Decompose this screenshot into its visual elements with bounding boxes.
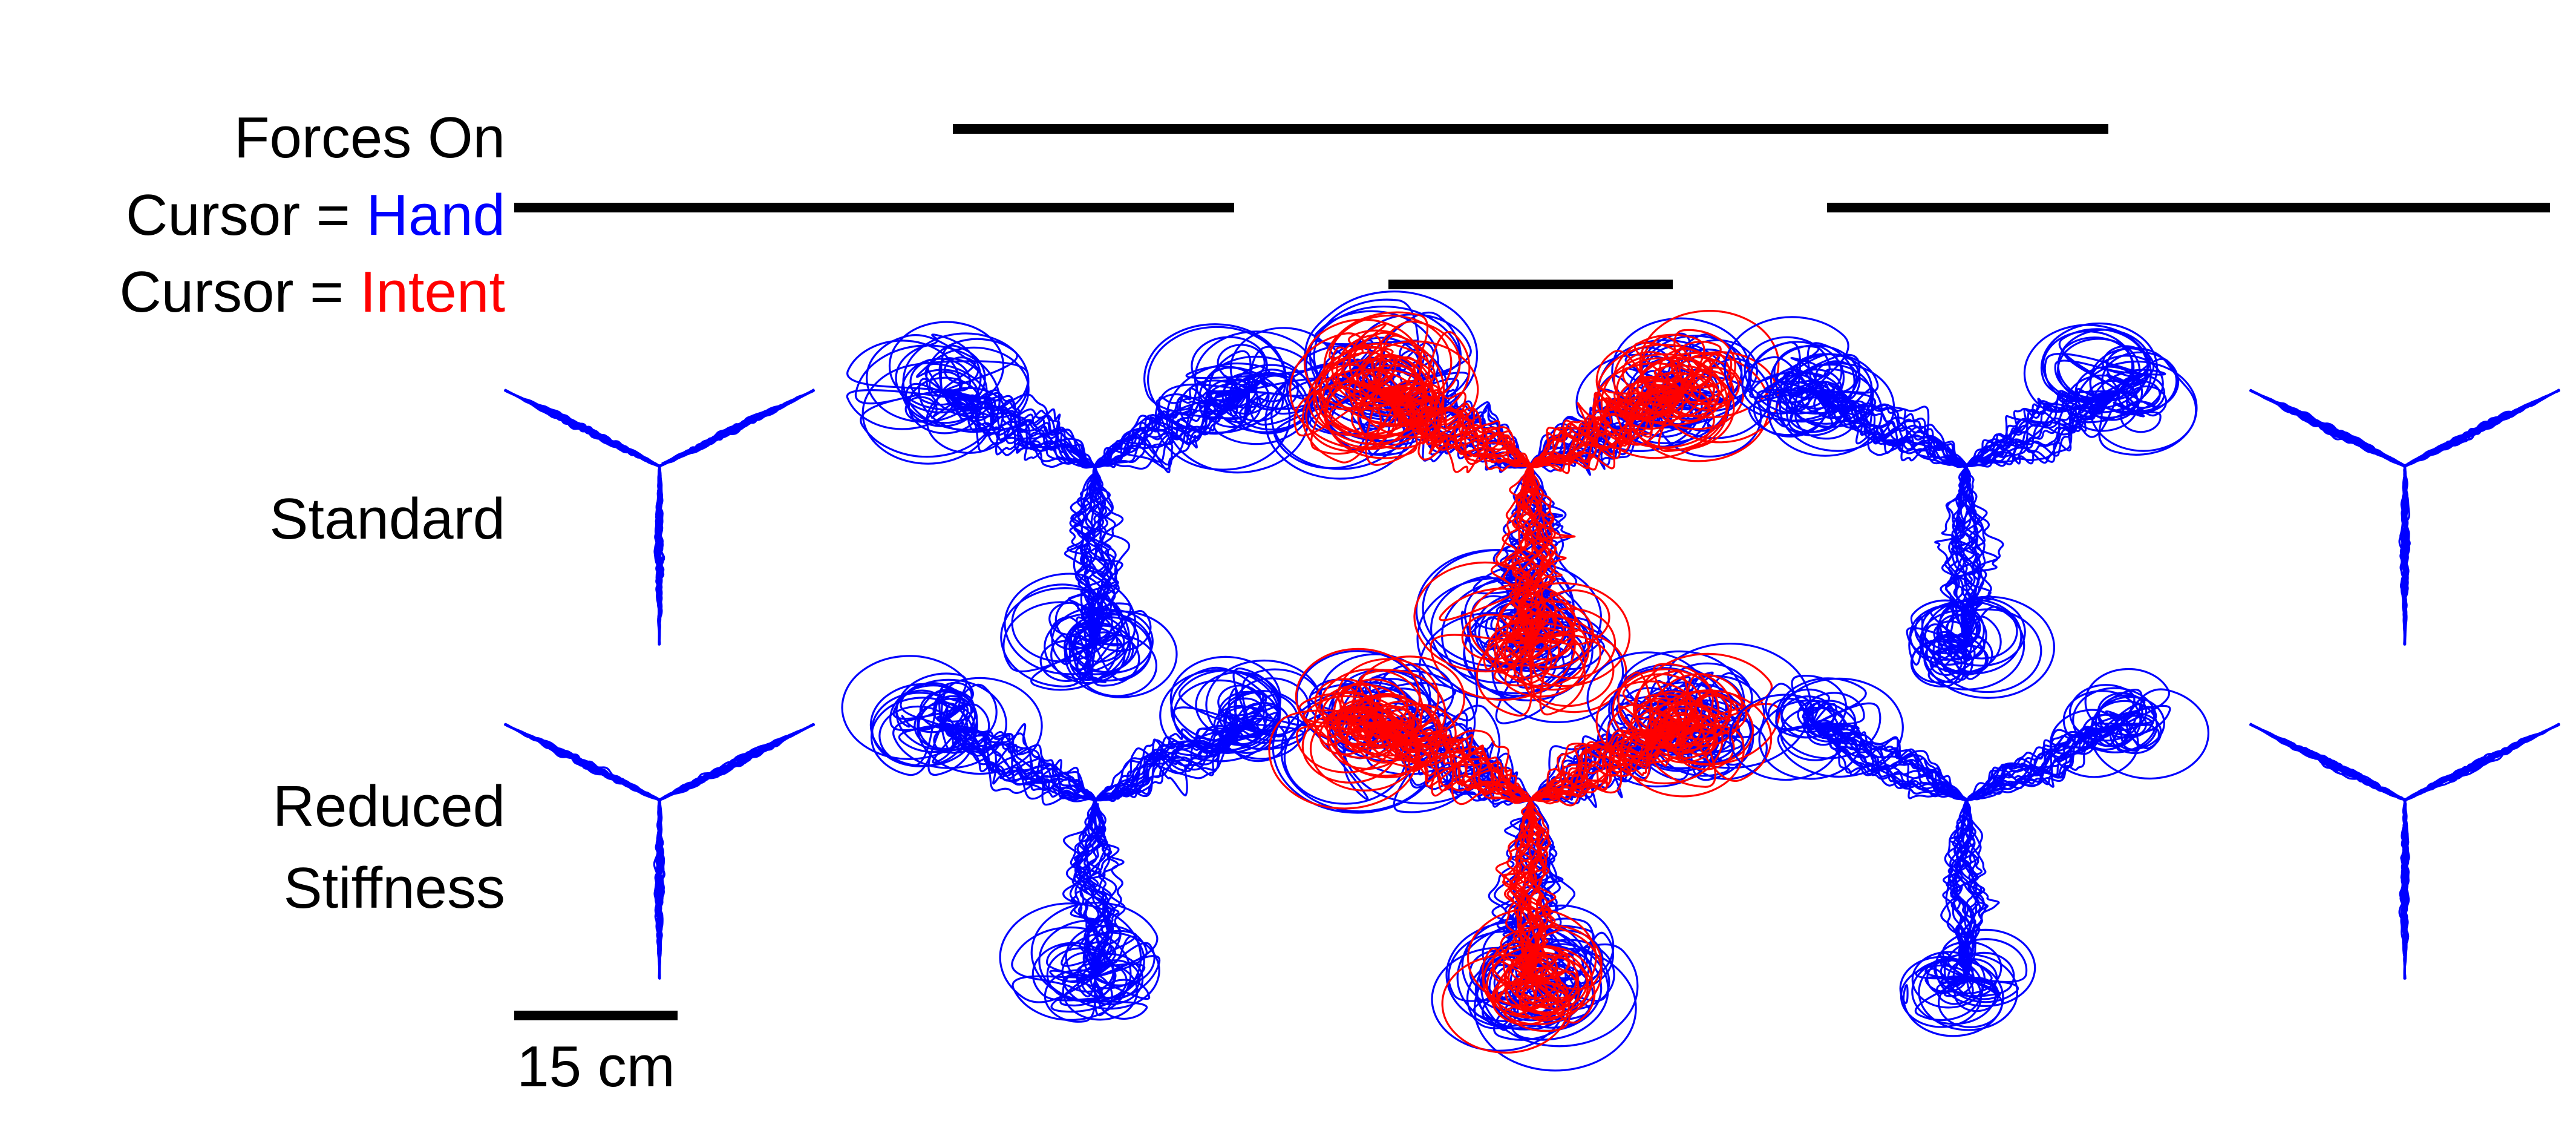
intent-trajectory (1530, 689, 1773, 802)
hand-trajectory (1921, 465, 1987, 660)
condition-bars (514, 124, 2550, 289)
hand-trajectory (1011, 465, 1123, 663)
trajectory-panel-r1-c5 (2249, 389, 2560, 646)
hand-trajectory (655, 465, 665, 646)
hand-trajectory (1094, 378, 1259, 467)
hand-trajectory (2404, 723, 2560, 801)
intent-trajectory (1309, 658, 1531, 803)
hand-trajectory (1966, 709, 2139, 801)
scale-bar-label: 15 cm (517, 1034, 675, 1099)
hand-trajectory (656, 799, 664, 980)
intent-trajectory (1289, 332, 1531, 468)
cursor-intent-prefix: Cursor = (119, 260, 359, 324)
hand-trajectory (1095, 362, 1310, 474)
hand-trajectory (1094, 323, 1335, 473)
hand-trajectory (2401, 799, 2410, 980)
cursor-hand-word: Hand (367, 183, 506, 248)
hand-trajectory (1774, 368, 1967, 467)
intent-trajectory (1529, 343, 1770, 466)
cursor-intent-word: Intent (360, 260, 505, 324)
intent-trajectory (1486, 799, 1603, 1026)
trajectory-panel-r2-c4 (1729, 668, 2209, 1037)
hand-trajectory (1063, 465, 1152, 682)
intent-trajectory (1476, 465, 1617, 717)
row-label-stiffness: Stiffness (284, 856, 505, 920)
hand-trajectory (1775, 677, 1967, 802)
hand-trajectory (1031, 799, 1141, 1007)
forces-on-label: Forces On (234, 105, 505, 170)
hand-trajectory (1936, 799, 1983, 1005)
hand-trajectory (1094, 668, 1323, 801)
intent-trajectory (1441, 799, 1597, 1054)
hand-trajectory (1094, 364, 1313, 468)
hand-trajectory (1095, 666, 1281, 802)
row-label-standard: Standard (269, 487, 505, 551)
hand-trajectory (1966, 712, 2162, 802)
hand-trajectory (1943, 799, 2015, 1000)
hand-trajectory (2400, 465, 2409, 646)
hand-trajectory (1965, 328, 2155, 467)
hand-trajectory (2249, 723, 2405, 801)
hand-trajectory (1918, 799, 2018, 1031)
hand-trajectory (1283, 650, 1532, 805)
hand-trajectory (1048, 465, 1119, 643)
cursor-intent-label: Cursor = Intent (119, 260, 505, 324)
row-label-reduced: Reduced (273, 774, 505, 839)
trajectory-panel-r1-c4 (1724, 316, 2198, 699)
hand-trajectory (1924, 465, 2026, 675)
hand-trajectory (2404, 389, 2560, 468)
hand-trajectory (1758, 699, 1967, 801)
intent-trajectory (1301, 682, 1531, 804)
trajectory-panel-r2-c2 (841, 655, 1323, 1023)
hand-trajectory (1068, 465, 1158, 697)
trajectory-panel-r2-c1 (504, 723, 815, 980)
trajectory-panel-r1-c1 (504, 389, 815, 646)
hand-trajectory (1919, 465, 2002, 674)
intent-trajectory (1531, 333, 1732, 468)
intent-trajectory (1494, 465, 1631, 707)
hand-trajectory (659, 724, 815, 801)
hand-trajectory (870, 697, 1096, 801)
hand-trajectory (854, 344, 1096, 469)
intent-trajectory (1530, 329, 1736, 474)
hand-trajectory (1011, 799, 1132, 1022)
cursor-hand-label: Cursor = Hand (126, 183, 505, 248)
intent-trajectory (1496, 799, 1596, 1032)
hand-trajectory (1966, 374, 2140, 468)
intent-trajectory (1529, 362, 1717, 470)
hand-trajectory (1775, 677, 1967, 801)
hand-trajectory (1966, 692, 2148, 802)
hand-trajectory (901, 357, 1096, 467)
hand-trajectory (1965, 374, 2166, 466)
hand-trajectory (1965, 366, 2162, 468)
hand-trajectory (2249, 389, 2405, 468)
hand-trajectory (1094, 659, 1323, 801)
hand-trajectory (659, 389, 815, 467)
cursor-hand-prefix: Cursor = (126, 183, 366, 248)
intent-trajectory (1318, 329, 1532, 467)
trajectory-panel-r2-c5 (2249, 723, 2560, 980)
hand-trajectory (504, 723, 660, 801)
intent-trajectory (1509, 799, 1569, 1014)
intent-trajectory (1511, 465, 1575, 661)
trajectory-panel-r1-c2 (846, 321, 1335, 698)
intent-trajectory (1530, 310, 1780, 468)
hand-trajectory (914, 701, 1095, 802)
trajectory-panel-r2-c3 (1268, 642, 1812, 1072)
hand-trajectory (846, 340, 1096, 468)
intent-trajectory (1513, 799, 1570, 981)
trajectory-panels (504, 290, 2560, 1072)
hand-trajectory (1062, 799, 1151, 1020)
hand-trajectory (1456, 799, 1615, 1031)
hand-trajectory (504, 389, 660, 467)
hand-trajectory (1965, 322, 2198, 466)
hand-trajectory (1050, 465, 1152, 684)
trajectory-panel-r1-c3 (1264, 290, 1780, 724)
hand-trajectory (1770, 344, 1967, 467)
hand-trajectory (1800, 380, 1967, 468)
hand-trajectory (1966, 336, 2161, 466)
